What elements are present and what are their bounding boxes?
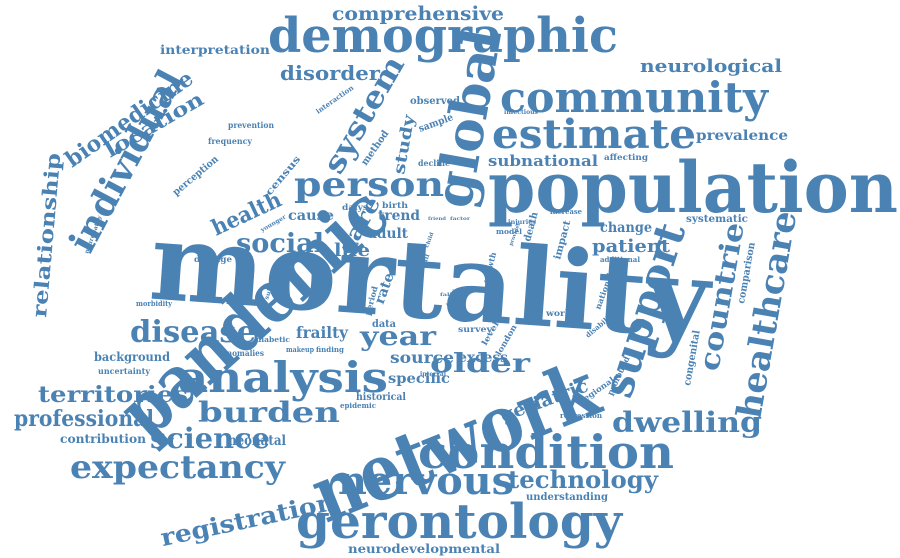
word-friend: friend [428, 216, 447, 222]
word-science: science [150, 422, 270, 455]
word-perception: perception [171, 153, 221, 198]
word-infectious: infectious [504, 109, 539, 116]
word-historical: historical [356, 392, 406, 403]
word-professional: professional [14, 406, 154, 432]
word-background: background [94, 350, 171, 364]
word-damage: damage [194, 254, 232, 264]
word-diabetic: diabetic [256, 335, 290, 344]
word-comprehensive: comprehensive [332, 3, 504, 25]
word-condition: condition [418, 425, 674, 479]
word-aged: aged [452, 288, 467, 294]
word-population: population [488, 146, 898, 229]
word-additional: additional [600, 255, 640, 264]
word-survey: survey [458, 324, 492, 334]
word-burden: burden [198, 396, 340, 429]
word-worker: worker [545, 308, 583, 318]
word-vital: vital [445, 302, 460, 308]
word-affecting: affecting [604, 152, 648, 162]
word-expectancy: expectancy [70, 448, 287, 486]
word-change: change [600, 220, 652, 236]
word-decline: decline [418, 158, 450, 168]
word-understanding: understanding [526, 492, 608, 503]
word-factor: factor [450, 216, 470, 222]
word-relationship: relationship [27, 152, 65, 318]
word-data: data [372, 319, 397, 330]
word-analysis: analysis [178, 353, 388, 402]
word-adult: adult [368, 226, 409, 242]
word-systematic: systematic [686, 214, 748, 225]
word-frailty: frailty [296, 323, 349, 342]
word-morbidity: morbidity [136, 299, 173, 308]
word-trend: trend [378, 208, 420, 224]
word-neonatal: neonatal [228, 433, 286, 449]
word-disease: disease [130, 315, 256, 350]
word-person: person [294, 165, 444, 205]
word-increase: increase [550, 207, 583, 216]
word-subnational: subnational [488, 152, 598, 170]
word-model: model [496, 227, 522, 236]
word-neurological: neurological [640, 56, 782, 77]
word-epidemic: epidemic [340, 401, 376, 410]
word-demographic: demographic [268, 8, 618, 64]
word-uncertainty: uncertainty [98, 366, 150, 376]
word-community: community [500, 73, 770, 122]
word-older: older [430, 349, 530, 379]
word-cause: cause [288, 208, 334, 224]
word-anomalies: anomalies [222, 348, 264, 358]
word-nervous: nervous [338, 458, 514, 503]
word-neurodevelopmental: neurodevelopmental [348, 542, 500, 556]
word-disorder: disorder [280, 61, 380, 85]
word-prevention: prevention [228, 120, 274, 130]
word-dwelling: dwelling [612, 406, 762, 439]
word-estimate: estimate [492, 111, 696, 158]
word-year: year [359, 322, 437, 352]
word-territories: territories [38, 382, 188, 408]
word-patient: patient [592, 236, 671, 257]
word-excess: excess [458, 350, 508, 366]
word-observed: observed [410, 96, 460, 107]
word-life: life [334, 240, 370, 261]
word-technology: technology [508, 465, 659, 494]
word-injuries: injuries [508, 219, 537, 226]
word-finding: finding [316, 345, 344, 354]
word-frequency: frequency [208, 136, 252, 146]
word-fall: fall [440, 292, 452, 298]
word-prevalence: prevalence [696, 128, 788, 144]
word-dalys: dalys [342, 202, 369, 212]
word-source: source [390, 348, 454, 367]
word-social: social [236, 229, 324, 259]
word-makeup: makeup [286, 345, 314, 354]
word-child: child [424, 231, 435, 249]
word-gerontology: gerontology [296, 494, 624, 550]
word-specific: specific [388, 371, 450, 387]
word-interval: interval [420, 371, 447, 378]
word-birth: birth [382, 200, 408, 210]
word-regression: regression [560, 411, 602, 420]
word-contribution: contribution [60, 432, 146, 446]
word-interpretation: interpretation [160, 43, 270, 57]
